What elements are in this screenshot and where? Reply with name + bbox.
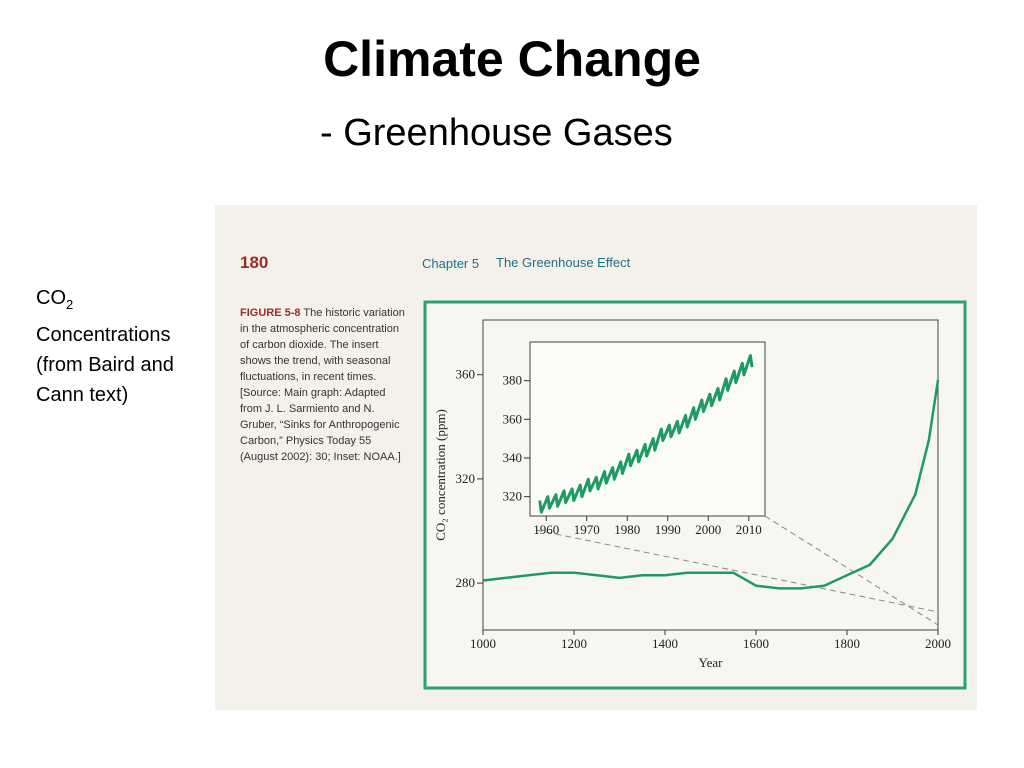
slide-subtitle: - Greenhouse Gases xyxy=(320,112,673,154)
main-plot-box xyxy=(482,319,939,631)
y-tick-label: 340 xyxy=(503,450,523,465)
y-tick-label: 280 xyxy=(456,575,476,590)
chapter: Chapter 5 xyxy=(422,256,480,271)
x-tick-label: 1980 xyxy=(614,522,640,537)
slide-title: Climate Change xyxy=(323,31,701,87)
connector xyxy=(535,529,939,613)
caption-text: The historic variation in the atmospheri… xyxy=(240,307,405,463)
y-tick-label: 360 xyxy=(503,411,523,426)
y-tick-label: 360 xyxy=(456,367,476,382)
figure-label: FIGURE 5-8 xyxy=(240,307,301,319)
connector xyxy=(764,515,939,626)
x-tick-label: 1400 xyxy=(652,636,678,651)
y-tick-label: 380 xyxy=(503,373,523,388)
chapter-title: The Greenhouse Effect xyxy=(496,255,631,270)
note-text: Concentrations (from Baird and Cann text… xyxy=(36,324,174,406)
x-tick-label: 1800 xyxy=(834,636,860,651)
x-tick-label: 1600 xyxy=(743,636,769,651)
x-tick-label: 2000 xyxy=(695,522,721,537)
x-tick-label: 1200 xyxy=(561,636,587,651)
data-line xyxy=(538,354,754,514)
x-axis-label: Year xyxy=(699,655,724,670)
side-note: CO2 Concentrations (from Baird and Cann t… xyxy=(36,283,211,410)
x-tick-label: 2010 xyxy=(736,522,762,537)
page-number: 180 xyxy=(240,253,269,272)
data-line xyxy=(482,379,940,590)
x-tick-label: 1960 xyxy=(533,522,559,537)
note-subscript: 2 xyxy=(66,297,74,312)
y-tick-label: 320 xyxy=(503,489,523,504)
y-tick-label: 320 xyxy=(456,471,476,486)
x-tick-label: 2000 xyxy=(925,636,951,651)
note-prefix: CO xyxy=(36,287,66,309)
x-tick-label: 1000 xyxy=(470,636,496,651)
x-tick-label: 1970 xyxy=(574,522,600,537)
x-tick-label: 1990 xyxy=(655,522,681,537)
caption: FIGURE 5-8 The historic variation in the… xyxy=(240,305,410,465)
y-axis-label: CO₂ concentration (ppm) xyxy=(433,409,448,541)
inset-plot-box xyxy=(529,341,766,517)
